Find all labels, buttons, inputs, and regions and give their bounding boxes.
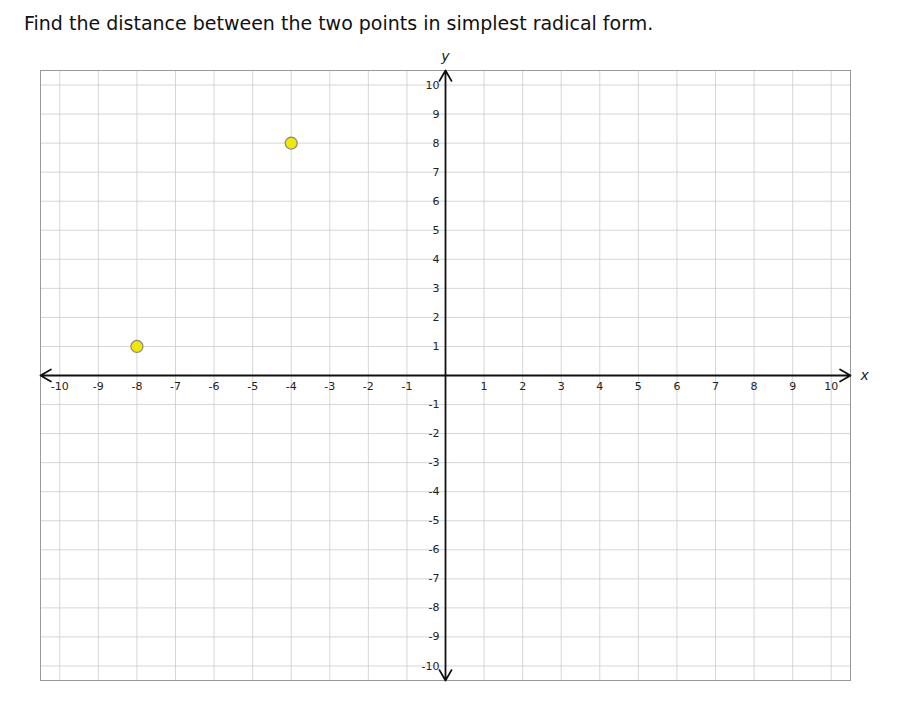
svg-text:-3: -3 [324, 380, 335, 393]
svg-text:8: 8 [751, 380, 758, 393]
svg-text:-1: -1 [429, 398, 440, 411]
svg-text:-7: -7 [170, 380, 181, 393]
svg-text:10: 10 [426, 79, 440, 92]
svg-text:8: 8 [433, 137, 440, 150]
svg-text:4: 4 [596, 380, 603, 393]
svg-text:2: 2 [433, 311, 440, 324]
svg-text:x: x [860, 367, 870, 383]
svg-text:-4: -4 [429, 485, 440, 498]
svg-text:-9: -9 [93, 380, 104, 393]
svg-text:-8: -8 [131, 380, 142, 393]
svg-text:-7: -7 [429, 572, 440, 585]
svg-text:-4: -4 [286, 380, 297, 393]
svg-text:-10: -10 [422, 659, 440, 672]
svg-text:3: 3 [558, 380, 565, 393]
svg-text:y: y [440, 48, 450, 64]
svg-text:4: 4 [433, 253, 440, 266]
svg-text:6: 6 [433, 195, 440, 208]
html-text:Find the distance between the: Find the distance between the two points… [24, 12, 654, 34]
svg-text:-8: -8 [429, 601, 440, 614]
svg-text:10: 10 [824, 380, 838, 393]
svg-text:5: 5 [433, 224, 440, 237]
svg-text:-9: -9 [429, 630, 440, 643]
svg-text:-10: -10 [51, 380, 69, 393]
svg-text:9: 9 [433, 108, 440, 121]
svg-text:1: 1 [481, 380, 488, 393]
svg-text:9: 9 [789, 380, 796, 393]
svg-text:-5: -5 [247, 380, 258, 393]
svg-text:-2: -2 [363, 380, 374, 393]
svg-text:-5: -5 [429, 514, 440, 527]
svg-text:7: 7 [433, 166, 440, 179]
svg-text:-6: -6 [209, 380, 220, 393]
svg-text:2: 2 [519, 380, 526, 393]
svg-text:-1: -1 [401, 380, 412, 393]
svg-text:3: 3 [433, 282, 440, 295]
svg-text:-2: -2 [429, 427, 440, 440]
svg-text:1: 1 [433, 340, 440, 353]
svg-text:7: 7 [712, 380, 719, 393]
svg-text:5: 5 [635, 380, 642, 393]
svg-text:-6: -6 [429, 543, 440, 556]
svg-text:-3: -3 [429, 456, 440, 469]
svg-text:6: 6 [673, 380, 680, 393]
